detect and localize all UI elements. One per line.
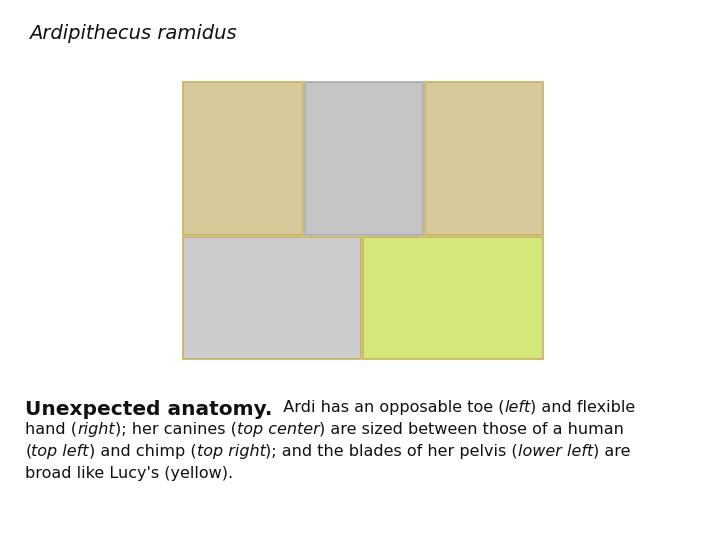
- Text: hand (: hand (: [25, 422, 77, 437]
- Text: Unexpected anatomy.: Unexpected anatomy.: [25, 400, 273, 419]
- Text: broad like Lucy's (yellow).: broad like Lucy's (yellow).: [25, 466, 233, 481]
- Text: top right: top right: [197, 444, 266, 459]
- Text: lower left: lower left: [518, 444, 593, 459]
- Text: ); and the blades of her pelvis (: ); and the blades of her pelvis (: [266, 444, 518, 459]
- Text: ); her canines (: ); her canines (: [114, 422, 237, 437]
- Text: ) are: ) are: [593, 444, 631, 459]
- Text: ) and flexible: ) and flexible: [531, 400, 636, 415]
- Text: left: left: [504, 400, 531, 415]
- Text: top left: top left: [32, 444, 89, 459]
- Text: right: right: [77, 422, 114, 437]
- Bar: [363, 237, 543, 359]
- Text: (: (: [25, 444, 32, 459]
- Text: ) are sized between those of a human: ) are sized between those of a human: [320, 422, 624, 437]
- Bar: [183, 82, 303, 235]
- Bar: [425, 82, 543, 235]
- Text: Ardi has an opposable toe (: Ardi has an opposable toe (: [273, 400, 504, 415]
- Bar: [183, 237, 361, 359]
- Text: top center: top center: [237, 422, 320, 437]
- Text: ) and chimp (: ) and chimp (: [89, 444, 197, 459]
- Bar: [305, 82, 423, 235]
- Text: Ardipithecus ramidus: Ardipithecus ramidus: [29, 24, 236, 43]
